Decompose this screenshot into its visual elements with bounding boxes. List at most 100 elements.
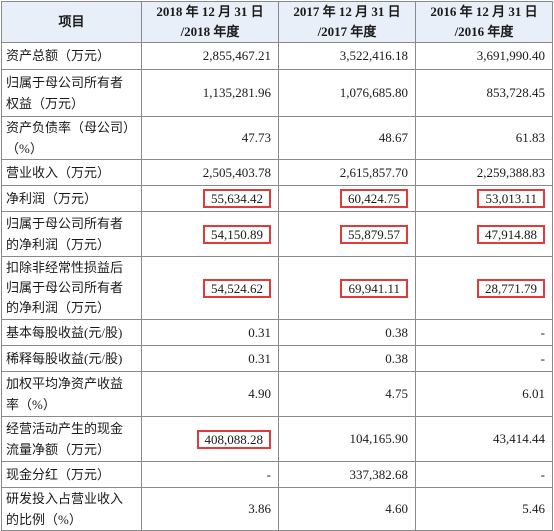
- cell-2018: 55,634.42: [141, 185, 279, 212]
- row-label: 基本每股收益(元/股): [1, 319, 142, 346]
- table-row: 现金分红（万元） - 337,382.68 -: [1, 461, 553, 488]
- header-2017-year: /2017 年度: [317, 24, 377, 39]
- cell-2017: 48.67: [278, 116, 416, 160]
- table-row: 稀释每股收益(元/股) 0.31 0.38 -: [1, 345, 553, 372]
- cell-2016: -: [415, 461, 553, 488]
- row-label-line: 营业收入（万元）: [6, 164, 111, 180]
- table-row: 资产负债率（母公司） （%） 47.73 48.67 61.83: [1, 116, 553, 160]
- row-label: 扣除非经常性损益后 归属于母公司所有者 的净利润（万元）: [1, 256, 142, 320]
- cell-2017: 0.38: [278, 345, 416, 372]
- row-label: 归属于母公司所有者 权益（万元）: [1, 69, 142, 117]
- cell-2018: -: [141, 461, 279, 488]
- row-label-line: 净利润（万元）: [6, 190, 98, 206]
- table-row: 归属于母公司所有者 权益（万元） 1,135,281.96 1,076,685.…: [1, 69, 553, 117]
- row-label-line: 经营活动产生的现金: [6, 421, 124, 436]
- row-label-line: 现金分红（万元）: [6, 466, 111, 482]
- row-label-line: 稀释每股收益(元/股): [6, 350, 123, 366]
- highlight-box: 53,013.11: [477, 189, 545, 208]
- header-2016-year: /2016 年度: [454, 24, 514, 39]
- cell-2016: 3,691,990.40: [415, 42, 553, 70]
- table-row: 经营活动产生的现金 流量净额（万元） 408,088.28 104,165.90…: [1, 416, 553, 462]
- cell-2016: 2,259,388.83: [415, 159, 553, 186]
- row-label-line: 的比例（%）: [6, 512, 82, 527]
- cell-2017: 55,879.57: [278, 211, 416, 257]
- table-row: 扣除非经常性损益后 归属于母公司所有者 的净利润（万元） 54,524.62 6…: [1, 256, 553, 320]
- row-label: 净利润（万元）: [1, 185, 142, 212]
- cell-2018: 1,135,281.96: [141, 69, 279, 117]
- cell-2016: 53,013.11: [415, 185, 553, 212]
- cell-2016: 61.83: [415, 116, 553, 160]
- highlight-box: 55,879.57: [340, 224, 408, 244]
- highlight-box: 47,914.88: [477, 224, 545, 244]
- highlight-box: 69,941.11: [340, 278, 408, 298]
- highlight-box: 28,771.79: [477, 278, 545, 298]
- cell-2017: 60,424.75: [278, 185, 416, 212]
- header-2017: 2017 年 12 月 31 日 /2017 年度: [278, 1, 416, 43]
- cell-2016: -: [415, 319, 553, 346]
- cell-2018: 2,505,403.78: [141, 159, 279, 186]
- table-row: 基本每股收益(元/股) 0.31 0.38 -: [1, 319, 553, 346]
- cell-2018: 47.73: [141, 116, 279, 160]
- row-label: 资产负债率（母公司） （%）: [1, 116, 142, 160]
- cell-2017: 104,165.90: [278, 416, 416, 462]
- table-row: 营业收入（万元） 2,505,403.78 2,615,857.70 2,259…: [1, 159, 553, 186]
- row-label-line: 归属于母公司所有者: [6, 75, 124, 90]
- cell-2016: 853,728.45: [415, 69, 553, 117]
- row-label: 资产总额（万元）: [1, 42, 142, 70]
- cell-2017: 0.38: [278, 319, 416, 346]
- row-label-line: 的净利润（万元）: [6, 237, 111, 252]
- cell-2016: 43,414.44: [415, 416, 553, 462]
- row-label-line: 资产负债率（母公司）: [6, 120, 137, 135]
- row-label: 稀释每股收益(元/股): [1, 345, 142, 372]
- cell-2016: 28,771.79: [415, 256, 553, 320]
- cell-2018: 3.86: [141, 487, 279, 531]
- cell-2018: 0.31: [141, 345, 279, 372]
- row-label-line: 加权平均净资产收益: [6, 376, 124, 391]
- header-2018-year: /2018 年度: [180, 24, 240, 39]
- cell-2018: 0.31: [141, 319, 279, 346]
- row-label: 研发投入占营业收入 的比例（%）: [1, 487, 142, 531]
- header-2016: 2016 年 12 月 31 日 /2016 年度: [415, 1, 553, 43]
- row-label-line: 归属于母公司所有者: [6, 216, 124, 231]
- cell-2017: 1,076,685.80: [278, 69, 416, 117]
- cell-2018: 54,150.89: [141, 211, 279, 257]
- highlight-box: 60,424.75: [340, 189, 408, 208]
- row-label: 归属于母公司所有者 的净利润（万元）: [1, 211, 142, 257]
- row-label-line: 率（%）: [6, 397, 56, 412]
- header-2018-date: 2018 年 12 月 31 日: [156, 4, 264, 19]
- highlight-box: 54,524.62: [203, 278, 271, 298]
- table-row: 研发投入占营业收入 的比例（%） 3.86 4.60 5.46: [1, 487, 553, 531]
- header-2018: 2018 年 12 月 31 日 /2018 年度: [141, 1, 279, 43]
- cell-2017: 4.75: [278, 371, 416, 417]
- table-row: 归属于母公司所有者 的净利润（万元） 54,150.89 55,879.57 4…: [1, 211, 553, 257]
- cell-2017: 4.60: [278, 487, 416, 531]
- cell-2016: 5.46: [415, 487, 553, 531]
- highlight-box: 55,634.42: [203, 189, 271, 208]
- header-2016-date: 2016 年 12 月 31 日: [430, 4, 538, 19]
- cell-2016: 47,914.88: [415, 211, 553, 257]
- row-label-line: 资产总额（万元）: [6, 48, 111, 63]
- cell-2018: 408,088.28: [141, 416, 279, 462]
- row-label-line: 归属于母公司所有者: [6, 280, 124, 295]
- cell-2018: 54,524.62: [141, 256, 279, 320]
- row-label-line: （%）: [6, 141, 43, 156]
- highlight-box: 54,150.89: [203, 224, 271, 244]
- header-2017-date: 2017 年 12 月 31 日: [293, 4, 401, 19]
- cell-2016: -: [415, 345, 553, 372]
- row-label: 加权平均净资产收益 率（%）: [1, 371, 142, 417]
- table-row: 资产总额（万元） 2,855,467.21 3,522,416.18 3,691…: [1, 42, 553, 70]
- table-header-row: 项目 2018 年 12 月 31 日 /2018 年度 2017 年 12 月…: [1, 1, 553, 43]
- row-label-line: 扣除非经常性损益后: [6, 260, 124, 275]
- cell-2017: 2,615,857.70: [278, 159, 416, 186]
- row-label: 营业收入（万元）: [1, 159, 142, 186]
- highlight-box: 408,088.28: [196, 429, 271, 449]
- cell-2018: 2,855,467.21: [141, 42, 279, 70]
- cell-2017: 3,522,416.18: [278, 42, 416, 70]
- row-label-line: 权益（万元）: [6, 96, 85, 111]
- cell-2016: 6.01: [415, 371, 553, 417]
- row-label-line: 流量净额（万元）: [6, 442, 111, 457]
- cell-2017: 69,941.11: [278, 256, 416, 320]
- header-item: 项目: [1, 1, 142, 43]
